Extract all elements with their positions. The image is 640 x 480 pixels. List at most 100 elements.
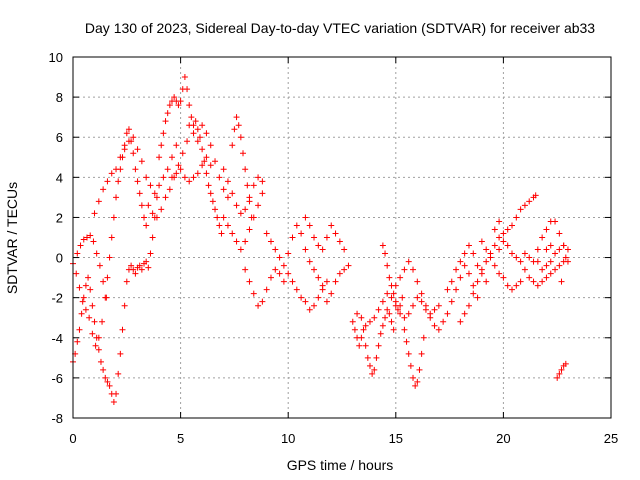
data-point [416,366,423,373]
data-point [246,194,253,201]
data-point [134,146,141,153]
data-point [341,246,348,253]
data-point [362,322,369,329]
data-point [147,250,154,257]
data-point [181,174,188,181]
data-point [487,254,494,261]
data-point [384,290,391,297]
data-point [237,246,244,253]
data-point [280,262,287,269]
data-point [349,318,356,325]
data-point [543,226,550,233]
data-point [470,250,477,257]
data-point [478,238,485,245]
data-point [153,194,160,201]
data-point [171,174,178,181]
data-point [418,298,425,305]
data-point [95,198,102,205]
data-point [125,138,132,145]
data-point [543,246,550,253]
data-point [386,274,393,281]
data-point [259,190,266,197]
data-point [526,254,533,261]
data-point [106,382,113,389]
data-point [332,278,339,285]
data-point [113,166,120,173]
data-point [410,374,417,381]
data-point [86,314,93,321]
data-point [108,170,115,177]
data-point [138,202,145,209]
data-point [539,278,546,285]
data-point [534,282,541,289]
data-point [390,326,397,333]
data-point [276,254,283,261]
data-point [360,326,367,333]
data-point [366,362,373,369]
data-point [509,250,516,257]
data-point [207,162,214,169]
data-point [272,266,279,273]
y-tick-label: 10 [49,50,63,65]
data-point [103,294,110,301]
data-point [382,250,389,257]
data-point [102,374,109,381]
data-point [356,342,363,349]
data-point [207,190,214,197]
data-point [76,284,83,291]
data-point [517,258,524,265]
data-point [558,366,565,373]
data-point [377,330,384,337]
data-point [95,334,102,341]
data-point [323,298,330,305]
data-point [220,166,227,173]
data-point [336,238,343,245]
data-point [250,182,257,189]
data-point [186,122,193,129]
data-point [97,358,104,365]
data-point [186,178,193,185]
data-point [517,206,524,213]
data-point [267,238,274,245]
y-tick-label: -6 [51,371,63,386]
data-point [117,350,124,357]
data-point [539,266,546,273]
data-point [186,102,193,109]
data-point [242,166,249,173]
data-point [181,74,188,81]
data-point [345,262,352,269]
data-point [491,226,498,233]
data-point [358,334,365,341]
data-point [255,302,262,309]
data-point [115,370,122,377]
data-point [293,286,300,293]
data-point [199,162,206,169]
data-point [117,154,124,161]
data-point [92,342,99,349]
data-point [74,250,81,257]
data-point [194,170,201,177]
data-point [194,138,201,145]
data-point [99,318,106,325]
data-point [526,198,533,205]
data-point [91,318,98,325]
data-point [403,338,410,345]
data-point [82,306,89,313]
data-point [384,306,391,313]
data-point [177,98,184,105]
data-point [74,338,81,345]
data-point [237,134,244,141]
data-point [141,214,148,221]
data-point [543,262,550,269]
data-point [229,190,236,197]
data-point [216,222,223,229]
data-point [323,234,330,241]
data-point [242,206,249,213]
data-point [410,302,417,309]
data-point [328,290,335,297]
data-point [547,270,554,277]
data-point [280,278,287,285]
data-point [166,102,173,109]
data-point [401,314,408,321]
data-point [306,222,313,229]
